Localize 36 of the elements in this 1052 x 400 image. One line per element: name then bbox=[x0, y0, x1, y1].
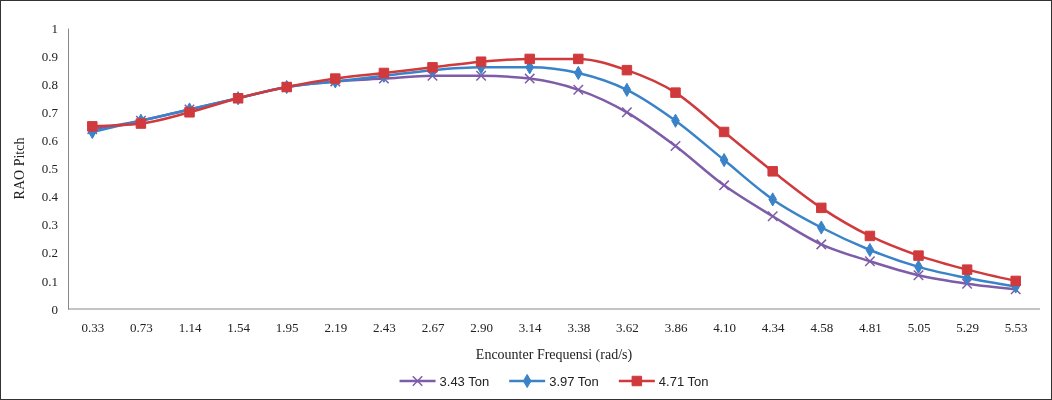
y-axis-title: RAO Pitch bbox=[12, 137, 27, 200]
y-tick-label: 0.6 bbox=[41, 133, 59, 149]
x-tick-label: 4.10 bbox=[713, 320, 736, 336]
x-tick-label: 1.54 bbox=[227, 320, 251, 336]
x-tick-label: 1.95 bbox=[275, 320, 299, 336]
x-tick-label: 3.38 bbox=[567, 320, 591, 336]
y-tick-label: 0.5 bbox=[41, 161, 58, 177]
x-tick-label: 3.86 bbox=[664, 320, 688, 336]
x-axis-title: Encounter Frequensi (rad/s) bbox=[475, 347, 633, 363]
y-tick-label: 1 bbox=[51, 20, 58, 36]
x-tick-label: 1.14 bbox=[178, 320, 202, 336]
x-tick-label: 5.05 bbox=[907, 320, 931, 336]
legend-label: 3.43 Ton bbox=[439, 373, 490, 389]
x-tick-label: 3.14 bbox=[518, 320, 543, 336]
x-tick-label: 0.73 bbox=[130, 320, 153, 336]
y-tick-label: 0.9 bbox=[41, 48, 58, 64]
x-tick-label: 0.33 bbox=[81, 320, 105, 336]
x-tick-label: 2.19 bbox=[324, 320, 348, 336]
y-tick-label: 0 bbox=[51, 301, 58, 317]
y-tick-label: 0.3 bbox=[41, 217, 58, 233]
x-tick-label: 4.58 bbox=[810, 320, 834, 336]
legend-label: 3.97 Ton bbox=[549, 373, 599, 389]
x-tick-label: 2.90 bbox=[470, 320, 493, 336]
x-tick-label: 3.62 bbox=[616, 320, 639, 336]
x-tick-label: 4.81 bbox=[859, 320, 882, 336]
x-tick-label: 5.53 bbox=[1004, 320, 1028, 336]
legend-label: 4.71 Ton bbox=[658, 373, 709, 389]
y-tick-label: 0.2 bbox=[41, 245, 58, 261]
x-tick-label: 5.29 bbox=[956, 320, 979, 336]
x-tick-label: 4.34 bbox=[761, 320, 786, 336]
y-tick-label: 0.8 bbox=[41, 76, 58, 92]
y-tick-label: 0.7 bbox=[41, 104, 59, 120]
x-tick-label: 2.43 bbox=[373, 320, 396, 336]
y-tick-label: 0.4 bbox=[41, 189, 59, 205]
y-tick-label: 0.1 bbox=[41, 273, 58, 289]
x-tick-label: 2.67 bbox=[421, 320, 445, 336]
